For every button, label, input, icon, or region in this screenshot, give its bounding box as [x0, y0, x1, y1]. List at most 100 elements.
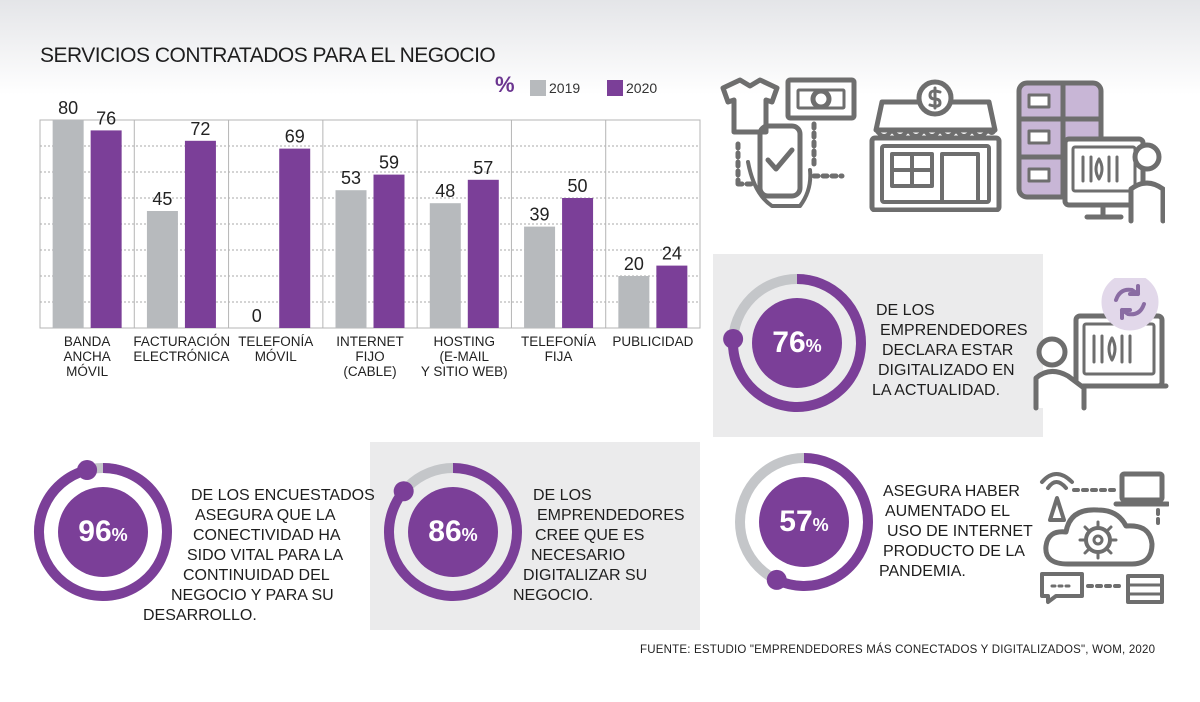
ring-progress	[774, 453, 873, 591]
stat-86-line: NEGOCIO.	[513, 587, 594, 604]
legend-label-2019: 2019	[549, 80, 581, 96]
stat-86-line: EMPRENDEDORES	[537, 507, 685, 524]
category-label: TELEFONÍA MÓVIL	[228, 334, 324, 364]
bar-2020	[467, 179, 499, 328]
category-label: TELEFONÍA FIJA	[511, 334, 607, 364]
data-label-2020: 57	[473, 158, 493, 178]
stat-76-line: LA ACTUALIDAD.	[872, 382, 1001, 399]
storefront-icon	[869, 79, 1002, 212]
ecommerce-icon	[720, 77, 857, 208]
stat-text-86: DE LOS EMPRENDEDORES CREE QUE ES NECESAR…	[513, 486, 685, 606]
legend-label-2020: 2020	[626, 80, 658, 96]
category-label-line: INTERNET	[336, 334, 404, 349]
stat-96-line: CONECTIVIDAD HA	[193, 527, 341, 544]
user-computer-sync-icon	[1033, 278, 1169, 411]
ring-57	[735, 453, 873, 591]
ring-center	[752, 298, 842, 388]
ring-progress	[34, 463, 172, 601]
stat-86-line: DIGITALIZAR SU	[523, 567, 648, 584]
legend-unit: %	[495, 72, 515, 97]
ring-progress	[384, 463, 522, 601]
ring-center	[408, 487, 498, 577]
stat-value-86: 86%	[428, 515, 478, 548]
category-label-line: FIJO	[355, 349, 385, 364]
legend-item-2020: 2020	[607, 78, 657, 98]
stat-value-57: 57%	[779, 505, 829, 538]
bar-chart: 80 76 45 72 0 69 53 59 48 57 39 50 20 24	[39, 98, 701, 329]
data-label-2020: 72	[190, 119, 210, 139]
category-label-line: PUBLICIDAD	[612, 334, 694, 349]
ring-86	[384, 463, 522, 601]
ring-progress	[728, 274, 866, 412]
stat-86-line: NECESARIO	[531, 547, 626, 564]
ring-end-dot	[723, 328, 744, 349]
category-label-line: ELECTRÓNICA	[133, 349, 230, 364]
stat-86-line: DE LOS	[533, 487, 592, 504]
legend-swatch-2020	[607, 80, 623, 96]
bar-2020	[279, 148, 311, 328]
ring-end-dot	[393, 481, 414, 502]
data-label-2019: 0	[252, 306, 262, 326]
data-label-2019: 39	[530, 205, 550, 225]
stat-76-line: DE LOS	[876, 302, 935, 319]
ring-center	[58, 487, 148, 577]
bar-2020	[562, 198, 594, 328]
stat-57-line: PANDEMIA.	[879, 563, 966, 580]
category-label-line: HOSTING	[433, 334, 496, 349]
bar-2019	[146, 211, 178, 328]
stat-76-line: DECLARA ESTAR	[882, 342, 1014, 359]
category-label: HOSTING (E-MAIL Y SITIO WEB)	[416, 334, 512, 379]
category-label-line: TELEFONÍA	[238, 334, 314, 349]
bar-2020	[373, 174, 405, 328]
legend-item-2019: 2019	[530, 78, 580, 98]
stat-57-line: PRODUCTO DE LA	[883, 543, 1025, 560]
stat-96-line: DESARROLLO.	[143, 607, 257, 624]
category-label-line: FACTURACIÓN	[133, 334, 231, 349]
bar-2019	[429, 203, 461, 328]
category-label-line: (E-MAIL	[439, 349, 490, 364]
stat-57-line: AUMENTADO EL	[885, 503, 1011, 520]
data-label-2019: 48	[435, 181, 455, 201]
stat-96-line: DE LOS ENCUESTADOS	[191, 487, 375, 504]
data-label-2019: 20	[624, 254, 644, 274]
ring-76	[723, 274, 866, 412]
category-label: PUBLICIDAD	[605, 334, 701, 349]
source-note: FUENTE: ESTUDIO "EMPRENDEDORES MÁS CONEC…	[640, 644, 1156, 656]
stat-76-line: EMPRENDEDORES	[880, 322, 1028, 339]
category-label: FACTURACIÓN ELECTRÓNICA	[133, 334, 231, 364]
legend-swatch-2019	[530, 80, 546, 96]
stat-86-line: CREE QUE ES	[535, 527, 645, 544]
bar-2020	[90, 130, 122, 328]
bar-2019	[524, 226, 556, 328]
stat-text-96: DE LOS ENCUESTADOS ASEGURA QUE LA CONECT…	[143, 486, 375, 626]
data-label-2020: 24	[662, 244, 682, 264]
stat-value-76: 76%	[772, 326, 822, 359]
category-label-line: TELEFONÍA	[521, 334, 597, 349]
stat-57-line: USO DE INTERNET	[887, 523, 1033, 540]
ring-center	[759, 477, 849, 567]
category-label-line: BANDA	[63, 334, 111, 349]
stat-96-line: CONTINUIDAD DEL	[183, 567, 330, 584]
bar-2020	[656, 265, 688, 328]
ring-end-dot	[766, 569, 787, 590]
stat-76-line: DIGITALIZADO EN	[878, 362, 1015, 379]
category-label-line: MÓVIL	[254, 349, 297, 364]
stat-value-96: 96%	[78, 515, 128, 548]
category-label-line: ANCHA	[63, 349, 111, 364]
bar-2019	[335, 190, 367, 328]
network-cloud-icon	[1040, 471, 1169, 604]
data-label-2020: 50	[568, 176, 588, 196]
data-label-2019: 45	[152, 189, 172, 209]
bar-2019	[618, 276, 650, 328]
category-label-line: MÓVIL	[66, 364, 109, 379]
stat-96-line: SIDO VITAL PARA LA	[187, 547, 344, 564]
category-label: BANDA ANCHA MÓVIL	[39, 334, 135, 379]
category-label: INTERNET FIJO (CABLE)	[322, 334, 418, 379]
data-label-2019: 53	[341, 168, 361, 188]
data-label-2020: 69	[285, 127, 305, 147]
ring-end-dot	[77, 460, 98, 481]
data-label-2020: 59	[379, 153, 399, 173]
chart-title: SERVICIOS CONTRATADOS PARA EL NEGOCIO	[40, 44, 496, 67]
data-label-2019: 80	[58, 98, 78, 118]
category-label-line: Y SITIO WEB)	[420, 364, 508, 379]
